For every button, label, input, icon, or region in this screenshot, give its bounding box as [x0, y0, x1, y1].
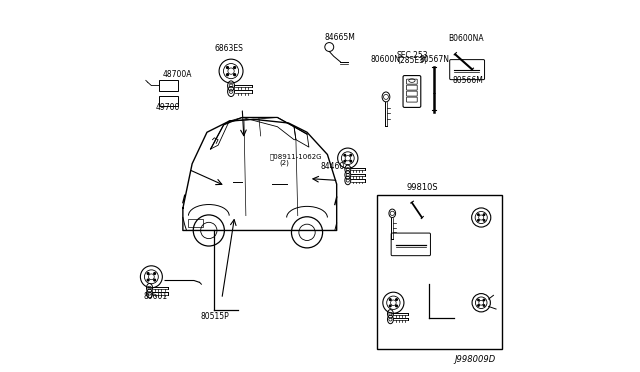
Bar [159, 80, 178, 92]
Circle shape [483, 299, 484, 301]
Text: 80601: 80601 [143, 292, 167, 301]
Text: 6863ES: 6863ES [215, 44, 244, 53]
Text: (2): (2) [279, 160, 289, 166]
Text: J998009D: J998009D [455, 355, 496, 364]
Circle shape [396, 305, 397, 307]
Text: 99810S: 99810S [406, 183, 438, 192]
Text: 48700A: 48700A [163, 70, 192, 78]
Circle shape [483, 214, 485, 215]
Circle shape [350, 160, 351, 162]
Bar [159, 96, 178, 106]
Circle shape [234, 67, 236, 68]
Circle shape [483, 305, 484, 306]
Text: B0600NA: B0600NA [449, 35, 484, 44]
Text: 80566M: 80566M [452, 76, 483, 85]
Text: (285E3): (285E3) [397, 56, 427, 65]
Circle shape [154, 279, 156, 281]
Circle shape [154, 273, 156, 275]
Circle shape [227, 74, 228, 76]
Text: 84460: 84460 [321, 162, 345, 171]
Circle shape [389, 299, 391, 301]
Text: 80567N: 80567N [419, 55, 449, 64]
Text: 84665M: 84665M [325, 33, 356, 42]
Text: 80600N: 80600N [371, 55, 401, 64]
Circle shape [344, 160, 346, 162]
Circle shape [234, 74, 236, 76]
Circle shape [147, 273, 149, 275]
Circle shape [477, 219, 479, 221]
Text: 80515P: 80515P [200, 312, 228, 321]
Circle shape [477, 214, 479, 215]
Circle shape [227, 67, 228, 68]
Circle shape [396, 299, 397, 301]
Text: 08911-1062G: 08911-1062G [270, 153, 323, 160]
Bar [378, 195, 502, 349]
Circle shape [350, 154, 351, 156]
Text: SEC.253: SEC.253 [396, 51, 428, 60]
Circle shape [478, 299, 479, 301]
Text: 49700: 49700 [156, 103, 180, 112]
Circle shape [389, 305, 391, 307]
Circle shape [147, 279, 149, 281]
Circle shape [483, 219, 485, 221]
Circle shape [344, 154, 346, 156]
Bar [188, 219, 204, 227]
Circle shape [478, 305, 479, 306]
